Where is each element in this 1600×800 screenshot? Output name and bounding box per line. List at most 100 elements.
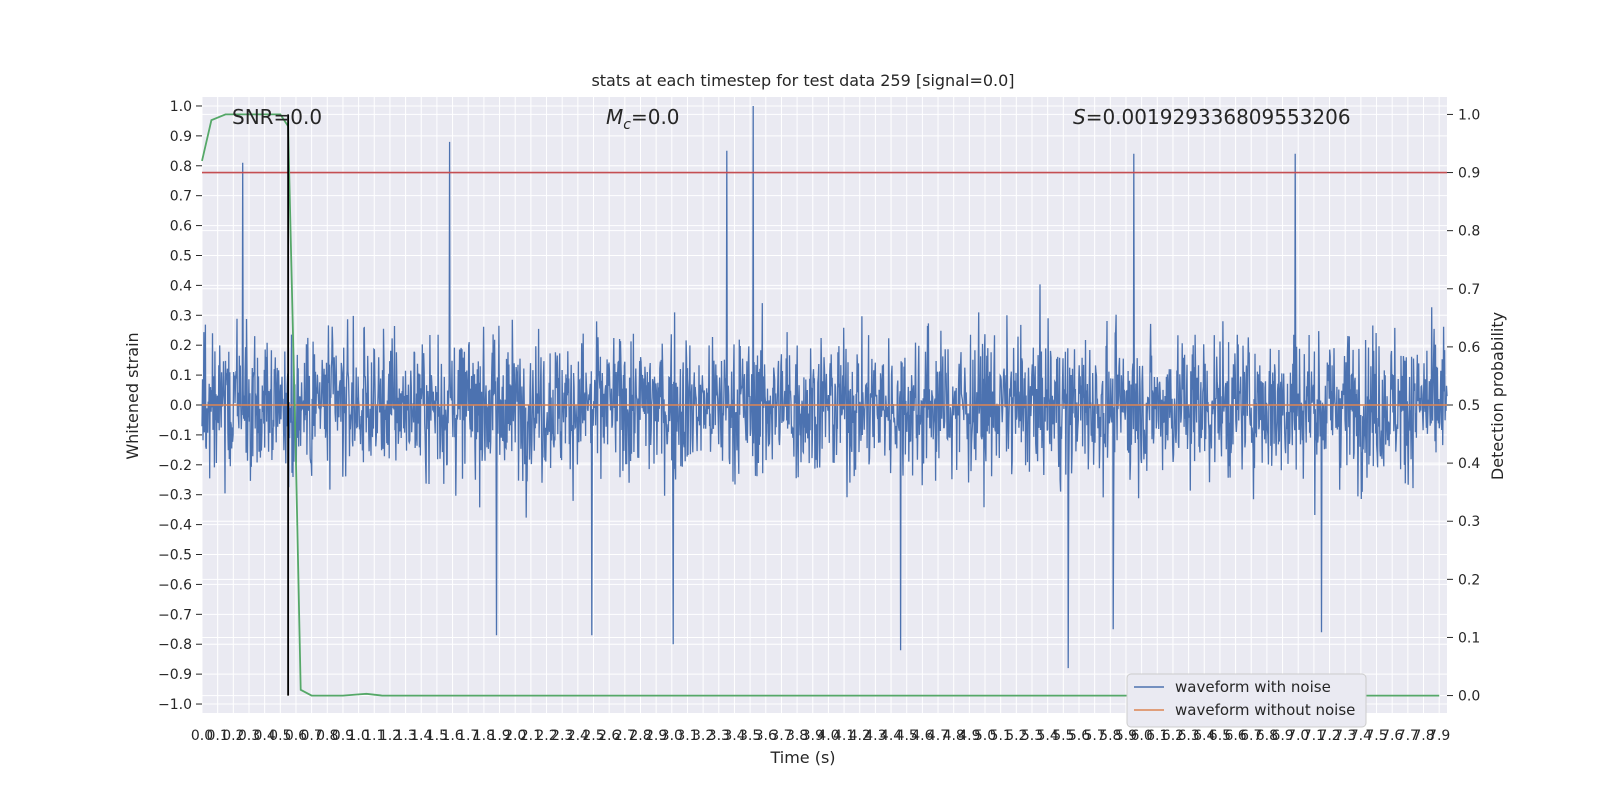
s-value: =0.001929336809553206 xyxy=(1086,105,1351,129)
y2-tick-label: 0.3 xyxy=(1458,514,1480,530)
x-tick-label: 0.7 xyxy=(300,728,322,744)
x-tick-label: 4.0 xyxy=(817,728,839,744)
x-tick-label: 6.2 xyxy=(1162,728,1184,744)
x-tick-label: 7.1 xyxy=(1303,728,1325,744)
y2-tick-label: 0.9 xyxy=(1458,166,1480,182)
y2-tick-label: 0.1 xyxy=(1458,630,1480,646)
y2-tick-label: 0.2 xyxy=(1458,572,1480,588)
plot-area: 0.00.10.20.30.40.50.60.70.80.91.01.11.21… xyxy=(158,97,1480,744)
y2-tick-label: 1.0 xyxy=(1458,107,1480,123)
x-tick-label: 1.5 xyxy=(426,728,448,744)
y-tick-label: 1.0 xyxy=(170,99,192,115)
x-tick-label: 4.3 xyxy=(864,728,886,744)
x-tick-label: 6.8 xyxy=(1256,728,1278,744)
x-tick-label: 1.8 xyxy=(473,728,495,744)
x-tick-label: 7.4 xyxy=(1350,728,1372,744)
y-tick-label: 0.1 xyxy=(170,368,192,384)
legend: waveform with noise waveform without noi… xyxy=(1126,673,1367,728)
x-tick-label: 0.5 xyxy=(269,728,291,744)
x-tick-label: 1.6 xyxy=(441,728,463,744)
x-tick-label: 3.1 xyxy=(676,728,698,744)
y2-tick-label: 0.6 xyxy=(1458,340,1480,356)
y-tick-label: −0.6 xyxy=(158,577,192,593)
y-tick-label: −0.3 xyxy=(158,488,192,504)
x-tick-label: 1.3 xyxy=(394,728,416,744)
x-tick-label: 0.4 xyxy=(254,728,276,744)
x-tick-label: 7.3 xyxy=(1334,728,1356,744)
y-tick-label: −0.5 xyxy=(158,548,192,564)
y-tick-label: −0.1 xyxy=(158,428,192,444)
x-tick-label: 0.0 xyxy=(191,728,213,744)
y-tick-label: −0.8 xyxy=(158,637,192,653)
x-tick-label: 2.7 xyxy=(614,728,636,744)
x-tick-label: 6.0 xyxy=(1130,728,1152,744)
y2-tick-label: 0.0 xyxy=(1458,689,1480,705)
y-tick-label: 0.9 xyxy=(170,129,192,145)
x-tick-label: 3.6 xyxy=(755,728,777,744)
x-tick-label: 7.2 xyxy=(1318,728,1340,744)
x-tick-label: 2.4 xyxy=(567,728,589,744)
x-tick-label: 6.5 xyxy=(1209,728,1231,744)
x-tick-label: 6.6 xyxy=(1224,728,1246,744)
x-tick-label: 3.2 xyxy=(692,728,714,744)
y2-axis-label: Detection probability xyxy=(1488,312,1507,480)
x-tick-label: 0.1 xyxy=(207,728,229,744)
y2-tick-label: 0.5 xyxy=(1458,398,1480,414)
x-tick-label: 5.8 xyxy=(1099,728,1121,744)
legend-label-clean: waveform without noise xyxy=(1175,701,1355,719)
series-waveform-with-noise xyxy=(201,105,1448,669)
y-axis-label: Whitened strain xyxy=(123,332,142,459)
x-tick-label: 7.9 xyxy=(1428,728,1450,744)
x-tick-label: 4.1 xyxy=(833,728,855,744)
legend-box xyxy=(1126,673,1367,728)
x-tick-label: 7.5 xyxy=(1365,728,1387,744)
y-tick-label: 0.2 xyxy=(170,338,192,354)
y-tick-label: −1.0 xyxy=(158,697,192,713)
x-tick-label: 0.9 xyxy=(332,728,354,744)
x-tick-label: 0.3 xyxy=(238,728,260,744)
y-tick-label: 0.5 xyxy=(170,248,192,264)
chart-title: stats at each timestep for test data 259… xyxy=(591,71,1014,90)
x-tick-label: 1.7 xyxy=(457,728,479,744)
x-tick-label: 2.8 xyxy=(629,728,651,744)
y-tick-label: 0.3 xyxy=(170,308,192,324)
x-tick-label: 1.9 xyxy=(488,728,510,744)
x-tick-label: 3.4 xyxy=(723,728,745,744)
legend-label-noise: waveform with noise xyxy=(1175,678,1331,696)
x-tick-label: 3.3 xyxy=(708,728,730,744)
x-tick-label: 6.7 xyxy=(1240,728,1262,744)
y-tick-label: −0.9 xyxy=(158,667,192,683)
x-tick-label: 2.5 xyxy=(582,728,604,744)
x-tick-label: 7.7 xyxy=(1397,728,1419,744)
mc-symbol: M xyxy=(606,105,623,129)
x-tick-label: 6.9 xyxy=(1271,728,1293,744)
x-tick-label: 5.0 xyxy=(974,728,996,744)
mc-value: =0.0 xyxy=(631,105,680,129)
x-tick-label: 2.2 xyxy=(535,728,557,744)
x-tick-label: 5.1 xyxy=(990,728,1012,744)
x-tick-label: 6.4 xyxy=(1193,728,1215,744)
x-tick-label: 6.3 xyxy=(1177,728,1199,744)
s-symbol: S xyxy=(1073,105,1086,129)
x-tick-label: 2.3 xyxy=(551,728,573,744)
x-tick-label: 2.0 xyxy=(504,728,526,744)
x-tick-label: 0.6 xyxy=(285,728,307,744)
series-detection-probability xyxy=(201,113,1440,697)
x-tick-label: 4.7 xyxy=(927,728,949,744)
x-tick-label: 5.4 xyxy=(1037,728,1059,744)
x-tick-label: 5.5 xyxy=(1052,728,1074,744)
x-tick-label: 6.1 xyxy=(1146,728,1168,744)
x-tick-label: 3.8 xyxy=(786,728,808,744)
x-tick-label: 4.8 xyxy=(943,728,965,744)
x-tick-label: 3.5 xyxy=(739,728,761,744)
x-tick-label: 4.6 xyxy=(911,728,933,744)
y-tick-label: −0.2 xyxy=(158,458,192,474)
y-tick-label: −0.7 xyxy=(158,607,192,623)
y-tick-label: 0.8 xyxy=(170,159,192,175)
x-tick-label: 4.9 xyxy=(958,728,980,744)
x-tick-label: 3.7 xyxy=(770,728,792,744)
x-tick-label: 3.9 xyxy=(802,728,824,744)
x-tick-label: 4.4 xyxy=(880,728,902,744)
x-tick-label: 1.2 xyxy=(379,728,401,744)
mc-annotation: Mc=0.0 xyxy=(606,105,680,133)
